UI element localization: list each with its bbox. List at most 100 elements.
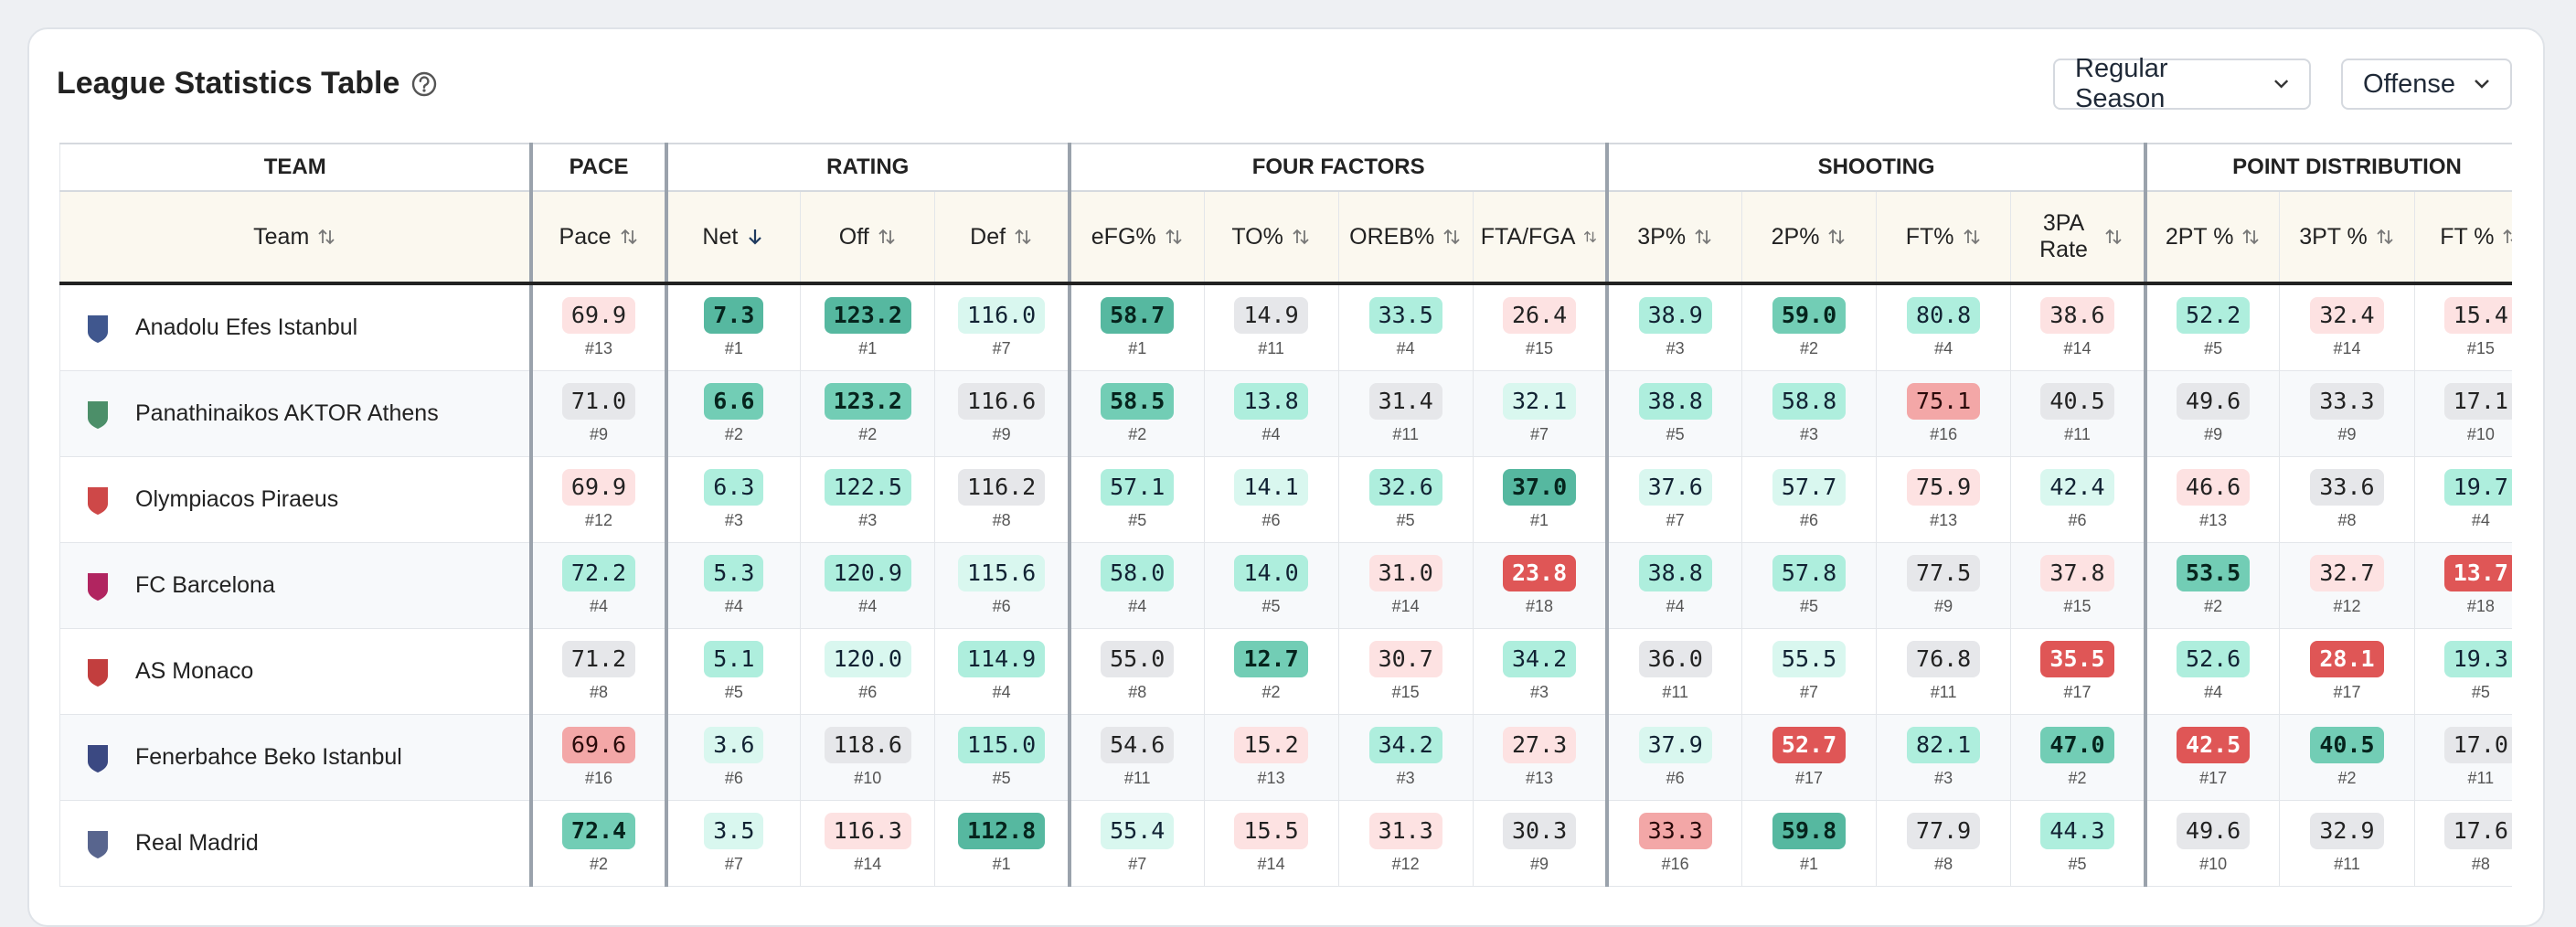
stat-value: 38.8 <box>1638 383 1712 420</box>
stat-cell: 71.0 #9 <box>529 370 667 457</box>
page: League Statistics Table Regular Season O… <box>27 27 2545 927</box>
stat-rank: #7 <box>992 339 1011 357</box>
column-label: Pace <box>559 223 612 250</box>
team-name: Real Madrid <box>135 830 259 856</box>
stat-rank: #5 <box>992 769 1011 787</box>
stat-rank: #1 <box>1800 855 1819 873</box>
stat-value: 71.0 <box>561 383 636 420</box>
stat-value: 59.8 <box>1772 813 1847 849</box>
help-icon[interactable] <box>410 70 438 98</box>
stat-value: 38.9 <box>1638 297 1712 334</box>
team-row[interactable]: FC Barcelona 72.2 #4 5.3 #4 120.9 #4 115.6 #6 58.… <box>59 542 2512 629</box>
stat-cell: 57.1 #5 <box>1067 456 1205 543</box>
stat-cell: 118.6 #10 <box>800 714 936 801</box>
sort-icon <box>2104 229 2122 245</box>
stat-rank: #6 <box>2068 511 2087 529</box>
stat-cell: 13.7 #18 <box>2413 542 2512 629</box>
stat-cell: 76.8 #11 <box>1876 628 2012 715</box>
team-cell: Anadolu Efes Istanbul <box>59 282 532 371</box>
stat-cell: 120.0 #6 <box>800 628 936 715</box>
column-label: 3PT % <box>2299 223 2368 250</box>
mode-select[interactable]: Offense <box>2341 59 2512 110</box>
team-name: Anadolu Efes Istanbul <box>135 314 358 340</box>
stat-rank: #16 <box>1930 425 1958 443</box>
column-header[interactable]: Net <box>664 190 802 285</box>
stat-rank: #15 <box>1391 683 1420 701</box>
stat-rank: #2 <box>2068 769 2087 787</box>
stat-value: 116.0 <box>957 297 1046 334</box>
stat-rank: #11 <box>1123 769 1151 787</box>
stat-cell: 31.3 #12 <box>1337 800 1474 887</box>
stat-value: 40.5 <box>2040 383 2114 420</box>
stat-cell: 34.2 #3 <box>1472 628 1608 715</box>
column-header[interactable]: FT% <box>1876 190 2012 285</box>
column-label: Off <box>838 223 869 250</box>
team-row[interactable]: Real Madrid 72.4 #2 3.5 #7 116.3 #14 112.8 #1 55.… <box>59 800 2512 887</box>
stat-value: 14.9 <box>1234 297 1308 334</box>
column-label: OREB% <box>1349 223 1435 250</box>
stat-cell: 38.6 #14 <box>2010 282 2146 371</box>
column-header[interactable]: FT % <box>2413 190 2512 285</box>
stat-cell: 33.5 #4 <box>1337 282 1474 371</box>
column-header[interactable]: Pace <box>529 190 667 285</box>
team-row[interactable]: AS Monaco 71.2 #8 5.1 #5 120.0 #6 114.9 #4 55.0 #8… <box>59 628 2512 715</box>
stat-rank: #4 <box>1261 425 1281 443</box>
team-row[interactable]: Fenerbahce Beko Istanbul 69.6 #16 3.6 #6 118.… <box>59 714 2512 801</box>
select-text: Offense <box>2363 69 2456 99</box>
team-row[interactable]: Olympiacos Piraeus 69.9 #12 6.3 #3 122.5 #3 116… <box>59 456 2512 543</box>
chevron <box>2475 80 2489 89</box>
team-row[interactable]: Anadolu Efes Istanbul 69.9 #13 7.3 #1 123.2 #1… <box>59 282 2512 371</box>
stat-value: 33.3 <box>1638 813 1712 849</box>
team-row[interactable]: Panathinaikos AKTOR Athens 71.0 #9 6.6 #2 123… <box>59 370 2512 457</box>
column-header[interactable]: 2PT % <box>2143 190 2281 285</box>
stat-value: 58.7 <box>1101 297 1175 334</box>
column-header[interactable]: Team <box>59 190 532 285</box>
sort-icon <box>1695 229 1711 245</box>
stat-value: 123.2 <box>824 383 911 420</box>
stat-value: 76.8 <box>1907 641 1981 677</box>
stat-rank: #5 <box>1800 597 1819 615</box>
stat-value: 49.6 <box>2177 383 2251 420</box>
stat-cell: 52.2 #5 <box>2143 282 2281 371</box>
column-header[interactable]: OREB% <box>1337 190 1474 285</box>
stat-cell: 32.1 #7 <box>1472 370 1608 457</box>
stat-value: 27.3 <box>1502 727 1577 763</box>
stats-table: TEAM PACE RATING FOUR FACTORS SHOOTING POINT … <box>59 143 2512 887</box>
stat-value: 71.2 <box>561 641 636 677</box>
team-cell: FC Barcelona <box>59 542 532 629</box>
team-logo <box>88 486 108 515</box>
stat-rank: #2 <box>1800 339 1819 357</box>
header-content: Team <box>60 224 529 250</box>
stat-cell: 5.1 #5 <box>664 628 802 715</box>
stat-cell: 30.3 #9 <box>1472 800 1608 887</box>
column-header[interactable]: Def <box>934 190 1070 285</box>
stat-rank: #14 <box>1257 855 1285 873</box>
stat-cell: 69.6 #16 <box>529 714 667 801</box>
stat-value: 52.6 <box>2177 641 2251 677</box>
stat-value: 37.6 <box>1638 469 1712 506</box>
column-header[interactable]: TO% <box>1203 190 1339 285</box>
stat-cell: 28.1 #17 <box>2279 628 2415 715</box>
team-cell: Fenerbahce Beko Istanbul <box>59 714 532 801</box>
column-header[interactable]: 3PT % <box>2279 190 2415 285</box>
stat-rank: #12 <box>1391 855 1420 873</box>
stat-rank: #6 <box>1666 769 1685 787</box>
group-header: SHOOTING <box>1605 143 2146 192</box>
stat-cell: 75.9 #13 <box>1876 456 2012 543</box>
stat-rank: #9 <box>1934 597 1953 615</box>
stat-value: 72.4 <box>561 813 636 849</box>
column-header[interactable]: eFG% <box>1067 190 1205 285</box>
stat-value: 44.3 <box>2040 813 2114 849</box>
column-header[interactable]: Off <box>800 190 936 285</box>
stat-value: 26.4 <box>1502 297 1577 334</box>
table-scroll: TEAM PACE RATING FOUR FACTORS SHOOTING POINT … <box>59 143 2512 889</box>
stat-rank: #8 <box>992 511 1011 529</box>
column-header[interactable]: 2P% <box>1740 190 1878 285</box>
column-header[interactable]: FTA/FGA <box>1472 190 1608 285</box>
stat-value: 57.7 <box>1772 469 1847 506</box>
column-header[interactable]: 3P% <box>1605 190 1742 285</box>
column-header[interactable]: 3PA Rate <box>2010 190 2146 285</box>
stat-rank: #1 <box>992 855 1011 873</box>
sort-icon <box>318 229 335 245</box>
season-select[interactable]: Regular Season <box>2053 54 2311 113</box>
